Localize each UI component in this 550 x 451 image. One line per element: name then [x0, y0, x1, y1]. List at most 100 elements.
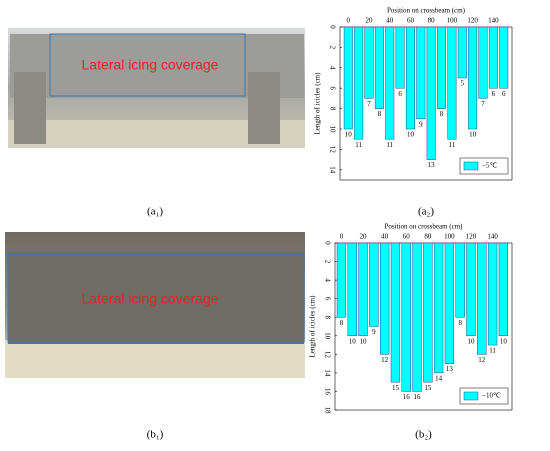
x-tick-label: 80: [424, 233, 432, 241]
bar: [401, 242, 411, 392]
data-label: 6: [492, 90, 496, 98]
data-label: 11: [355, 141, 362, 149]
data-label: 15: [424, 384, 432, 392]
x-tick-label: 120: [466, 233, 477, 241]
data-label: 13: [428, 161, 436, 169]
y-tick-label: 0: [328, 25, 336, 29]
bar: [466, 242, 476, 337]
data-label: 13: [446, 365, 454, 373]
x-tick-label: 20: [366, 17, 374, 25]
bar: [343, 26, 353, 130]
data-label: 5: [461, 80, 465, 88]
data-label: 7: [481, 100, 485, 108]
bar: [487, 242, 498, 346]
bar: [416, 26, 426, 120]
y-tick-label: 10: [328, 126, 336, 134]
bar: [433, 242, 444, 374]
bar: [379, 242, 390, 355]
bar: [444, 242, 455, 364]
y-tick-label: 14: [323, 369, 331, 377]
x-tick-label: 20: [360, 233, 368, 241]
data-label: 8: [340, 319, 344, 327]
bar: [488, 26, 498, 89]
data-label: 10: [345, 131, 353, 139]
bar: [358, 242, 368, 337]
bar: [457, 26, 467, 79]
x-tick-label: 40: [386, 17, 394, 25]
photo-a1: Lateral icing coverage: [8, 28, 305, 148]
y-tick-label: 12: [323, 351, 331, 359]
bar: [455, 242, 465, 318]
bar: [336, 242, 347, 318]
plot-frame: [339, 26, 513, 181]
bar: [390, 242, 401, 383]
bar: [374, 26, 384, 109]
data-label: 8: [378, 110, 382, 118]
legend-swatch: [463, 161, 479, 171]
data-label: 9: [372, 328, 376, 336]
data-label: 6: [398, 90, 402, 98]
bar: [478, 26, 488, 99]
y-axis-title: Length of icicles (cm): [309, 295, 317, 358]
y-tick-label: 8: [328, 107, 336, 111]
y-tick-label: 6: [328, 86, 336, 90]
x-tick-label: 60: [403, 233, 411, 241]
photo-b1: Lateral icing coverage: [5, 232, 305, 378]
x-axis-title: Position on crossbeam (cm): [385, 223, 464, 231]
data-label: 7: [367, 100, 371, 108]
data-label: 10: [360, 337, 368, 345]
x-tick-label: 40: [381, 233, 389, 241]
photo-label: Lateral icing coverage: [82, 57, 219, 73]
bar: [347, 242, 357, 337]
bar: [354, 26, 364, 140]
data-label: 11: [489, 347, 496, 355]
bar: [498, 242, 509, 337]
legend-label: −10℃: [482, 392, 501, 400]
caption: (a₁): [147, 206, 163, 218]
caption: (b₁): [147, 429, 164, 441]
y-tick-label: 8: [323, 315, 331, 319]
bar: [426, 26, 436, 160]
caption: (b₂): [415, 429, 432, 441]
bar: [385, 26, 395, 140]
photo-label: Lateral icing coverage: [82, 291, 219, 307]
x-tick-label: 100: [447, 17, 458, 25]
data-label: 10: [349, 337, 357, 345]
data-label: 10: [469, 131, 477, 139]
y-tick-label: 2: [328, 46, 336, 50]
y-axis-title: Length of icicles (cm): [314, 72, 322, 135]
bar: [477, 242, 487, 355]
data-label: 16: [403, 393, 411, 401]
bar: [468, 26, 478, 130]
y-tick-label: 10: [323, 332, 331, 340]
bar: [437, 26, 447, 109]
x-axis-title: Position on crossbeam (cm): [387, 7, 466, 15]
data-label: 15: [392, 384, 400, 392]
x-tick-label: 0: [347, 17, 351, 25]
y-tick-label: 0: [323, 241, 331, 245]
x-tick-label: 0: [340, 233, 344, 241]
y-tick-label: 4: [328, 66, 336, 70]
x-tick-label: 60: [407, 17, 415, 25]
legend-label: −5℃: [482, 162, 497, 170]
x-tick-label: 140: [487, 233, 498, 241]
bar: [423, 242, 433, 383]
x-tick-label: 100: [444, 233, 455, 241]
bar: [499, 26, 509, 89]
data-label: 11: [449, 141, 456, 149]
data-label: 10: [500, 337, 508, 345]
data-label: 8: [458, 319, 462, 327]
data-label: 10: [407, 131, 415, 139]
y-tick-label: 6: [323, 297, 331, 301]
x-tick-label: 140: [488, 17, 499, 25]
data-label: 10: [467, 337, 475, 345]
data-label: 8: [440, 110, 444, 118]
y-tick-label: 12: [328, 146, 336, 154]
data-label: 14: [435, 374, 443, 382]
data-label: 16: [414, 393, 422, 401]
y-tick-label: 2: [323, 260, 331, 264]
bar: [369, 242, 379, 327]
y-tick-label: 16: [323, 388, 331, 396]
x-tick-label: 80: [428, 17, 436, 25]
